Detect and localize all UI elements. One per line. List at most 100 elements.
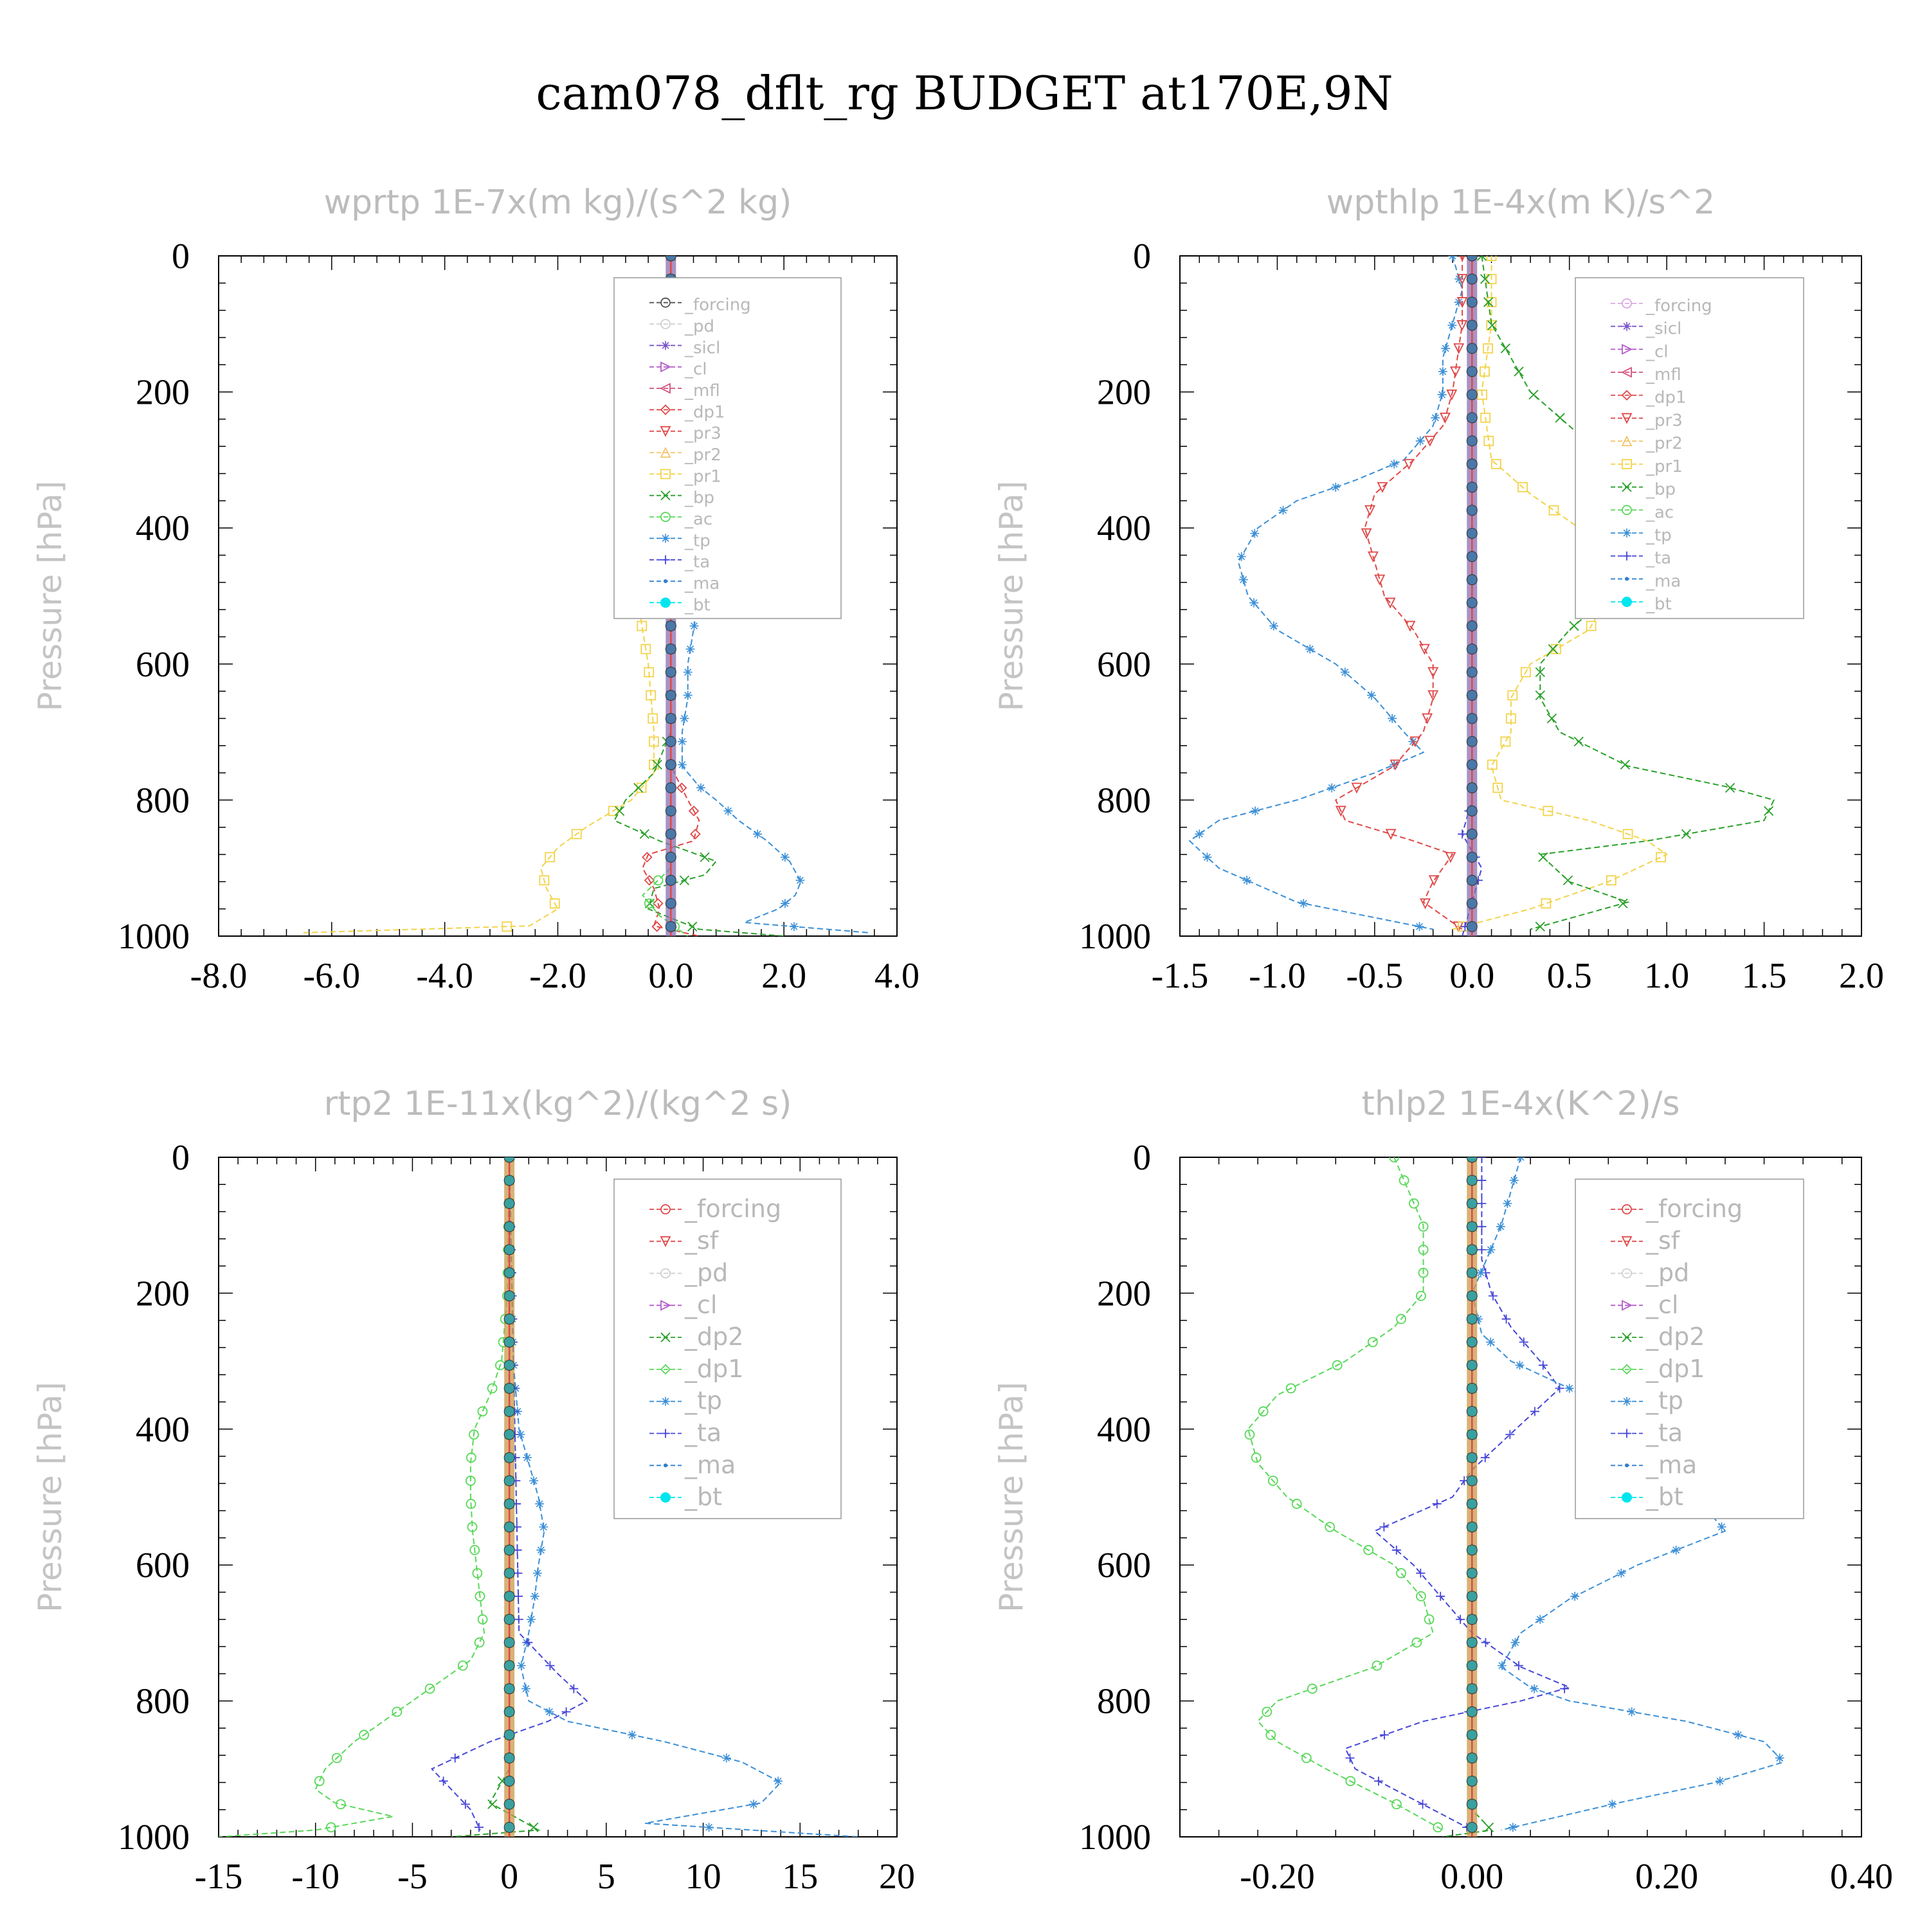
data-point [1384,597,1396,609]
series-line [1247,1157,1444,1831]
y-tick-label: 1000 [1079,1818,1151,1857]
data-point [1416,1290,1426,1301]
data-point [1379,1522,1389,1532]
data-point [536,1545,546,1555]
legend-item-ma: _ma [1611,1450,1697,1479]
bt-point [1466,1821,1478,1833]
data-point [469,1429,479,1440]
legend-marker [1622,1299,1633,1311]
data-point [1238,575,1248,584]
bt-point [503,1729,515,1740]
legend-item-sf: _sf [1611,1227,1681,1255]
data-point [569,1684,579,1693]
bt-point [1466,574,1478,586]
legend-label: _ac [684,510,712,529]
data-point [1535,690,1545,701]
bt-point [1466,1498,1478,1510]
data-point [1562,875,1573,885]
bt-point [1466,874,1478,886]
bt-point [1466,666,1478,678]
legend-marker [1622,528,1631,537]
bt-point [1466,505,1478,516]
bt-point [1466,828,1478,840]
data-point [1251,806,1260,816]
data-point [1262,1706,1272,1717]
data-point [704,1823,714,1832]
data-point [1364,505,1376,516]
bt-point [665,644,676,655]
data-point [774,1776,783,1786]
data-point [1480,366,1490,377]
data-point [1418,1244,1429,1255]
legend-marker [660,404,671,415]
data-point [1291,1499,1302,1509]
legend-box [1575,1178,1804,1519]
bt-point [503,1752,515,1764]
data-point [690,829,701,840]
data-point [1374,574,1386,586]
data-point [469,1545,480,1555]
data-point [477,1614,488,1625]
legend-label: _dp1 [1645,1355,1705,1383]
legend-label: _bp [1645,480,1676,500]
bt-point [503,1429,515,1440]
data-point [683,667,693,677]
data-point [1299,899,1309,908]
legend-item-pd: _pd [1611,1259,1689,1287]
bt-point [503,1683,515,1695]
data-point [1377,482,1388,493]
legend-marker [1621,1236,1633,1247]
legend-marker [1622,343,1633,355]
data-point [1606,875,1617,886]
data-point [1269,621,1278,631]
bt-point [1466,482,1478,493]
data-point [1519,1337,1528,1347]
legend-marker [660,469,671,480]
plot-frame [218,1157,898,1837]
x-tick-label: 20 [879,1857,915,1897]
bt-point [1466,1521,1478,1533]
legend-marker [1621,1364,1633,1375]
data-point [1332,1360,1343,1371]
data-point [545,1661,555,1670]
legend-item-dp1: _dp1 [1611,1355,1705,1383]
legend-item-sf: _sf [649,1227,720,1255]
bt-point [1466,528,1478,539]
legend-item-tp: _tp [1611,1387,1683,1415]
data-point [1487,759,1498,770]
data-point [648,713,658,724]
data-point [1573,736,1584,747]
legend-marker [1622,1492,1632,1503]
data-point [1456,274,1468,285]
data-point [487,1799,498,1809]
bt-point [1466,1567,1478,1579]
bt-point [503,1614,515,1625]
series-line [1452,256,1669,930]
y-axis-label: Pressure [hPa] [993,481,1030,712]
y-tick-label: 200 [1097,1274,1151,1314]
data-point [1514,366,1524,377]
chart-title: rtp2 1E-11x(kg^2)/(kg^2 s) [324,1085,792,1123]
bt-point [1466,1591,1478,1602]
x-tick-label: 5 [597,1857,615,1897]
legend-marker [660,597,671,608]
legend-label: _dp2 [684,1323,743,1351]
y-axis-label: Pressure [hPa] [993,1382,1030,1612]
data-point [467,1522,478,1532]
data-point [325,1822,336,1833]
bt-point [1466,1475,1478,1486]
data-point [516,1430,525,1440]
bt-point [1466,1706,1478,1718]
legend-marker [1622,551,1631,561]
bt-point [503,1821,515,1833]
data-point [1418,644,1430,655]
legend-label: _pr1 [684,467,721,486]
legend-label: _bt [684,595,711,615]
data-point [1424,1614,1435,1625]
y-tick-label: 400 [136,1410,190,1450]
bt-point [665,689,676,701]
legend-label: _tp [1645,526,1672,545]
bt-point [1466,1614,1478,1625]
legend-marker [660,1332,671,1342]
data-point [1516,1157,1525,1162]
